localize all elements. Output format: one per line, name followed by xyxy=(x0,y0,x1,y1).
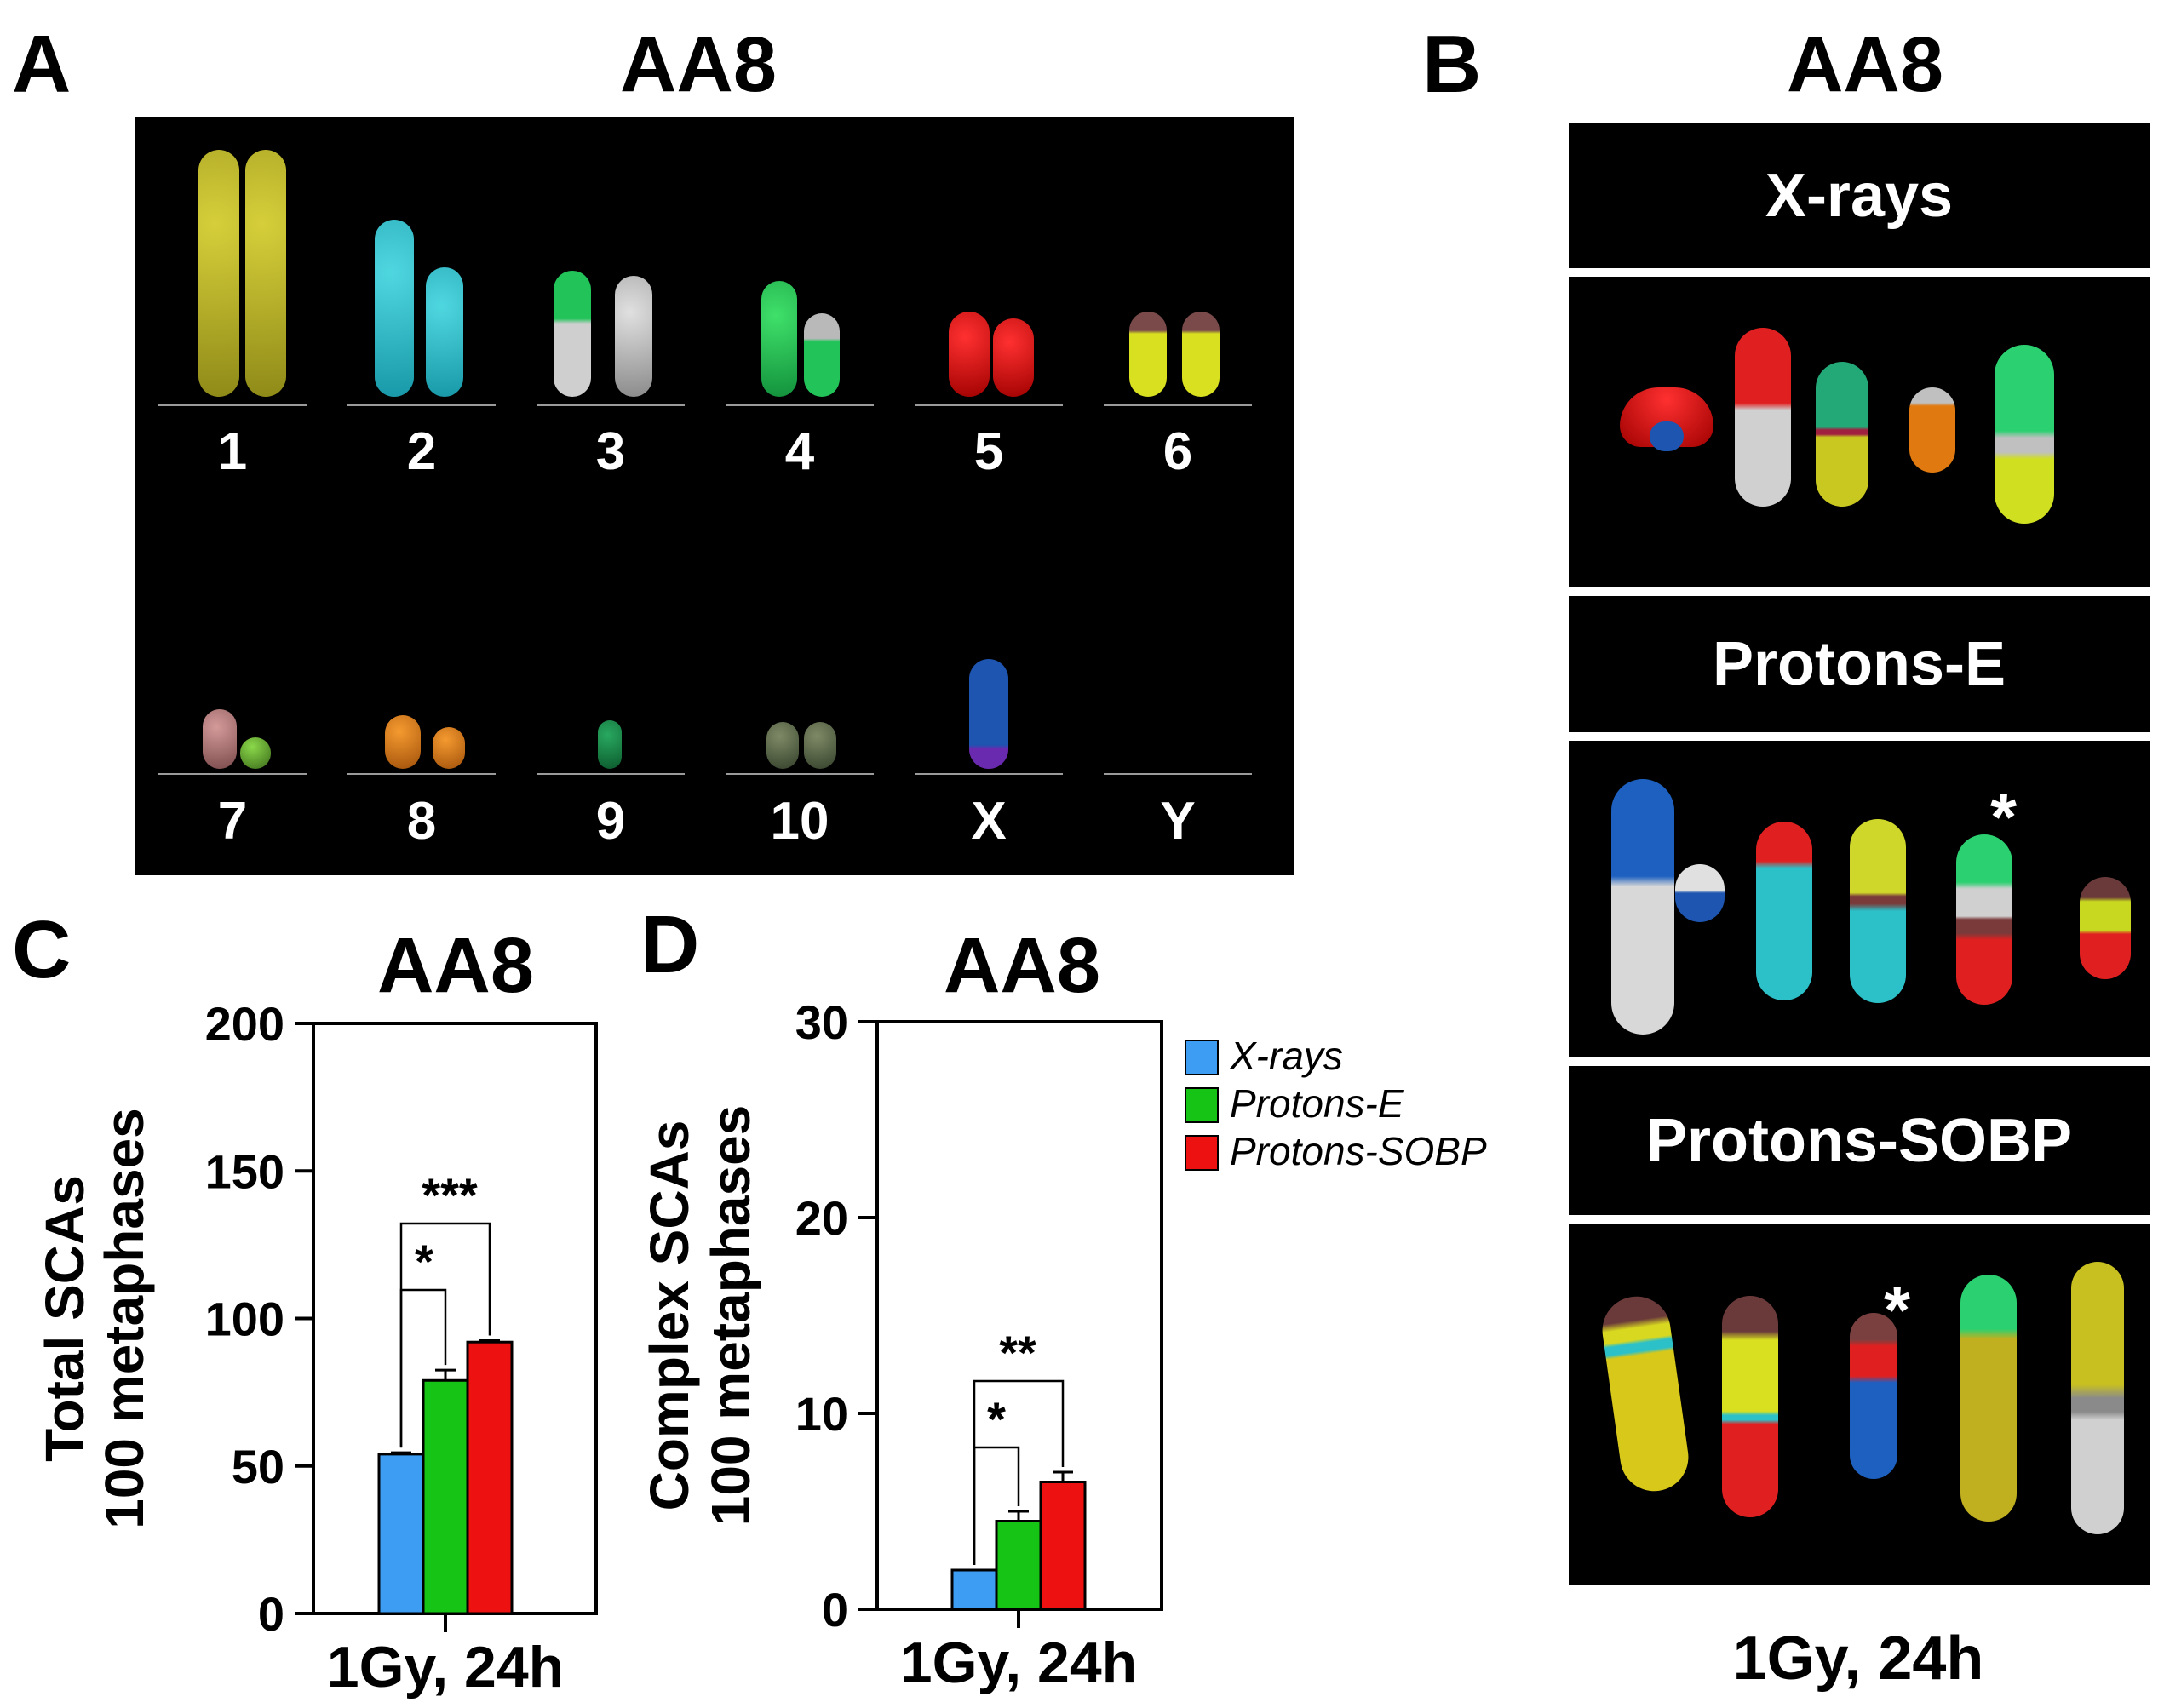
panel-a-title: AA8 xyxy=(619,21,778,108)
chr-label: 10 xyxy=(770,792,829,851)
y-tick-label: 200 xyxy=(205,997,284,1051)
panel-b-label: B xyxy=(1422,19,1482,110)
karyotype-chr-1: 1 xyxy=(152,117,313,875)
chr-label: 2 xyxy=(406,422,437,481)
significance-bracket xyxy=(399,1222,491,1448)
bar xyxy=(466,1340,514,1615)
y-tick-label: 50 xyxy=(232,1440,284,1493)
karyotype-chr-5: 5 xyxy=(908,117,1070,875)
karyotype-chr-y: Y xyxy=(1097,117,1259,875)
star-marker: * xyxy=(1884,1272,1911,1348)
karyotype-chr-8: 8 xyxy=(341,117,502,875)
chart-d: AA8 Complex SCAs 100 metaphases 0 10 20 30 1Gy,… xyxy=(639,922,1163,1695)
y-tick-label: 0 xyxy=(258,1587,284,1641)
y-tick-label: 20 xyxy=(795,1191,848,1245)
karyotype-chr-7: 7 xyxy=(152,117,313,875)
bar xyxy=(995,1520,1042,1611)
y-tick-label: 100 xyxy=(205,1292,284,1346)
chr-label: 7 xyxy=(217,792,248,851)
bar xyxy=(422,1378,469,1615)
y-axis-label: 100 metaphases xyxy=(94,1108,155,1529)
chr-label: 8 xyxy=(406,792,437,851)
karyotype-image: 1 2 3 4 5 6 7 8 xyxy=(135,117,1294,875)
chr-label: 6 xyxy=(1162,422,1193,481)
bar xyxy=(377,1453,425,1615)
chr-label: 9 xyxy=(595,792,626,851)
bar xyxy=(1039,1481,1087,1611)
section-header-protons-e: Protons-E xyxy=(1569,596,2150,732)
panel-b-footer: 1Gy, 24h xyxy=(1732,1625,1984,1693)
x-axis-label: 1Gy, 24h xyxy=(327,1635,564,1699)
significance-label: ** xyxy=(999,1326,1036,1379)
y-tick-label: 0 xyxy=(822,1583,848,1636)
significance-label: * xyxy=(415,1235,433,1288)
y-tick-label: 10 xyxy=(795,1387,848,1441)
star-marker: * xyxy=(1990,779,2018,855)
legend-swatch xyxy=(1185,1087,1219,1123)
chart-title: AA8 xyxy=(377,922,534,1009)
chr-label: 4 xyxy=(784,422,815,481)
chart-title: AA8 xyxy=(944,922,1100,1009)
chr-label: 1 xyxy=(217,422,248,481)
panel-c-label: C xyxy=(12,904,72,995)
chr-label: Y xyxy=(1160,792,1196,851)
y-axis-label: 100 metaphases xyxy=(700,1105,761,1527)
chr-label: X xyxy=(971,792,1007,851)
x-axis-label: 1Gy, 24h xyxy=(900,1631,1137,1695)
karyotype-chr-10: 10 xyxy=(719,117,881,875)
chr-label: 3 xyxy=(595,422,626,481)
significance-label: * xyxy=(987,1392,1006,1446)
y-axis-label: Total SCAs xyxy=(34,1175,95,1462)
legend-label: X-rays xyxy=(1229,1034,1343,1078)
chr-label: 5 xyxy=(973,422,1004,481)
karyotype-chr-x: X xyxy=(908,117,1070,875)
y-tick-label: 150 xyxy=(205,1144,284,1198)
karyotype-chr-4: 4 xyxy=(719,117,881,875)
karyotype-chr-3: 3 xyxy=(530,117,692,875)
significance-bracket xyxy=(973,1379,1065,1565)
y-tick-label: 30 xyxy=(795,995,848,1049)
bar xyxy=(950,1568,998,1611)
panel-d-label: D xyxy=(640,899,700,990)
metaphase-image-protons-sobp: * xyxy=(1569,1224,2150,1585)
legend-label: Protons-E xyxy=(1230,1081,1405,1126)
karyotype-chr-6: 6 xyxy=(1097,117,1259,875)
significance-label: *** xyxy=(422,1168,478,1222)
y-axis-label: Complex SCAs xyxy=(639,1121,700,1511)
section-header-xrays: X-rays xyxy=(1569,123,2150,268)
karyotype-chr-2: 2 xyxy=(341,117,502,875)
metaphase-image-protons-e: * xyxy=(1569,741,2150,1057)
metaphase-image-xrays xyxy=(1569,277,2150,587)
legend-label: Protons-SOBP xyxy=(1230,1129,1487,1173)
section-header-protons-sobp: Protons-SOBP xyxy=(1569,1066,2150,1215)
legend-swatch xyxy=(1185,1040,1219,1075)
panel-a-label: A xyxy=(12,19,72,110)
panel-b-title: AA8 xyxy=(1786,21,1944,108)
karyotype-chr-9: 9 xyxy=(530,117,692,875)
legend-swatch xyxy=(1185,1135,1219,1171)
